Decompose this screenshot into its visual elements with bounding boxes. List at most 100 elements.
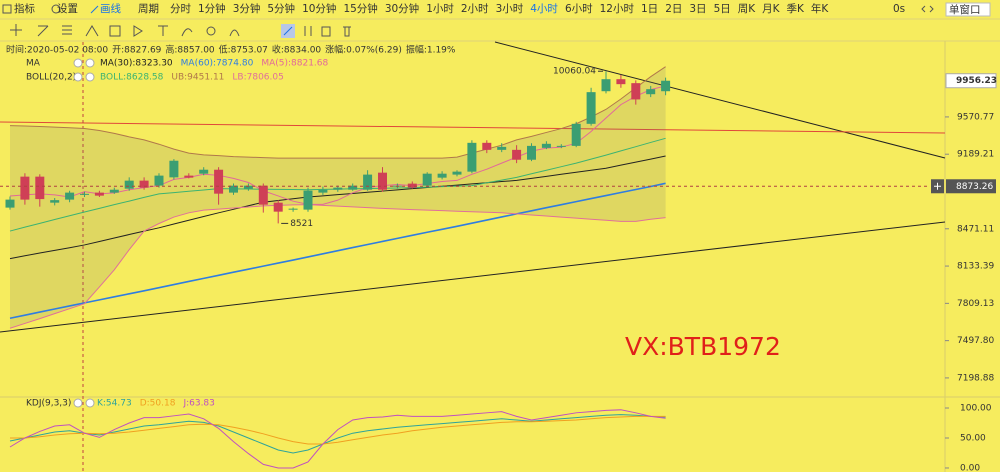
indicator-label: MA	[26, 59, 41, 69]
rect-tool[interactable]	[109, 25, 121, 37]
period-button[interactable]: 分时	[170, 3, 191, 15]
period-button[interactable]: 5日	[714, 3, 731, 15]
last-price: 9956.23	[956, 76, 997, 86]
candle-body	[467, 142, 477, 172]
panel-title: KDJ(9,3,3)	[26, 399, 71, 409]
magnet-tool[interactable]	[229, 29, 240, 37]
period-button[interactable]: 3分钟	[233, 2, 261, 15]
indicator-line	[9, 66, 666, 159]
candle-body	[94, 192, 104, 196]
line-tool[interactable]	[37, 25, 49, 37]
legend-entry: J:63.83	[182, 399, 214, 409]
info-item: 收:8834.00	[272, 44, 322, 56]
candle-body	[199, 169, 209, 174]
period-button[interactable]: 2日	[665, 3, 682, 15]
kdj-line	[10, 415, 666, 445]
channel-tool[interactable]	[85, 25, 99, 37]
candle-body	[571, 123, 581, 146]
brush-tool[interactable]	[181, 28, 193, 37]
indicator-line	[9, 155, 666, 260]
lock-tool[interactable]	[304, 26, 312, 36]
drawing-tools[interactable]	[10, 24, 351, 38]
info-item: 振幅:1.19%	[406, 44, 456, 56]
y-tick-label: 8471.11	[957, 224, 994, 234]
tool-button[interactable]: 指标	[14, 2, 35, 15]
candle-body	[303, 190, 313, 210]
period-button[interactable]: 4小时	[530, 3, 558, 15]
tool-button[interactable]: 设置	[57, 3, 78, 15]
period-button[interactable]: 3小时	[496, 3, 524, 15]
tool-button[interactable]: 画线	[100, 2, 121, 15]
period-button[interactable]: 季K	[787, 3, 805, 15]
info-item: 低:8753.07	[219, 44, 268, 56]
watermark: VX:BTB1972	[625, 332, 781, 361]
candle-body	[541, 143, 551, 148]
active-tool[interactable]	[283, 26, 293, 36]
icon	[51, 4, 61, 14]
toolbar-icons	[2, 2, 991, 17]
candle-body	[646, 89, 656, 95]
text-tool[interactable]	[158, 25, 168, 36]
period-button[interactable]: 1分钟	[198, 2, 226, 15]
hline-tool[interactable]	[62, 25, 72, 35]
period-button[interactable]: 1小时	[426, 3, 454, 15]
candle-body	[229, 185, 238, 193]
y-tick-label: 7497.80	[957, 336, 994, 346]
max-label: 10060.04	[553, 67, 596, 77]
window-button[interactable]	[945, 2, 991, 17]
legend-entry: MA(5):8821.68	[261, 59, 328, 69]
y-tick-label: 9189.21	[957, 150, 994, 160]
period-button[interactable]: 月K	[762, 3, 780, 15]
crosshair-tool[interactable]	[10, 24, 22, 36]
period-button[interactable]: 15分钟	[343, 2, 377, 15]
candle-body	[661, 80, 671, 92]
candle-body	[35, 176, 45, 200]
period-button[interactable]: 6小时	[565, 3, 593, 15]
period-button[interactable]: 12小时	[600, 3, 635, 15]
y-tick-label: 7809.13	[957, 299, 994, 309]
candle-body	[5, 199, 15, 208]
candle-body	[586, 92, 596, 124]
candle-body	[333, 187, 343, 190]
y-tick-label: 50.00	[960, 433, 986, 443]
toggle-icon[interactable]	[73, 72, 83, 82]
kdj-line	[9, 409, 666, 469]
icon	[90, 5, 99, 14]
settings-icon[interactable]	[85, 72, 95, 82]
measure-tool[interactable]	[206, 26, 216, 36]
candle-body	[288, 208, 298, 210]
settings-icon[interactable]	[85, 58, 95, 68]
candle-body	[527, 145, 536, 160]
clone-tool[interactable]	[321, 26, 331, 37]
period-button[interactable]: 5分钟	[267, 2, 295, 15]
period-button[interactable]: 周K	[738, 3, 756, 15]
period-button[interactable]: 30分钟	[385, 2, 419, 15]
legend-entry: MA(30):8323.30	[100, 59, 173, 69]
candle-body	[109, 189, 119, 193]
kdj-line	[9, 414, 666, 454]
delete-tool[interactable]	[343, 26, 351, 37]
candle-body	[616, 79, 626, 85]
indicator-line	[9, 204, 666, 329]
indicator-label: BOLL(20,2)	[26, 73, 76, 83]
fib-tool[interactable]	[133, 25, 143, 37]
period-button[interactable]: 10分钟	[302, 2, 336, 15]
candle-body	[184, 175, 194, 178]
y-tick-label: 7198.88	[957, 373, 994, 383]
min-label: 8521	[290, 219, 313, 229]
toggle-icon[interactable]	[73, 398, 83, 408]
period-button[interactable]: 3日	[689, 3, 706, 15]
window-mode[interactable]: 单窗口	[949, 3, 981, 16]
period-button[interactable]: 2小时	[461, 3, 489, 15]
period-button[interactable]: 年K	[811, 2, 829, 15]
candle-body	[80, 193, 89, 195]
legend-entry: UB:9451.11	[171, 73, 224, 83]
candle-body	[437, 173, 447, 178]
candle-body	[452, 171, 462, 175]
settings-icon[interactable]	[85, 398, 95, 408]
period-button[interactable]: 1日	[641, 3, 658, 15]
legend-entry: D:50.18	[140, 399, 176, 409]
candle-body	[214, 169, 224, 194]
toggle-icon[interactable]	[73, 58, 83, 68]
trend-line	[0, 121, 946, 134]
